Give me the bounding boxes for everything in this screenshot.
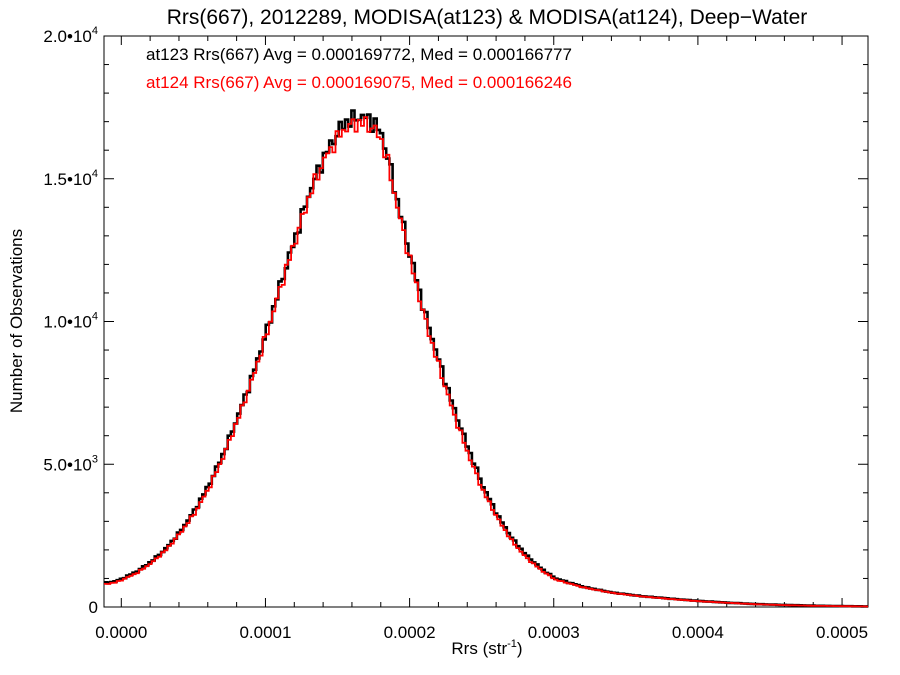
x-tick-label: 0.0000 xyxy=(95,623,147,642)
y-tick-label: 1.0•104 xyxy=(43,311,98,332)
series-line xyxy=(104,116,868,608)
x-tick-label: 0.0005 xyxy=(816,623,868,642)
chart-title: Rrs(667), 2012289, MODISA(at123) & MODIS… xyxy=(167,6,808,29)
x-tick-label: 0.0002 xyxy=(384,623,436,642)
y-tick-label: 5.0•103 xyxy=(43,453,98,474)
x-tick-label: 0.0003 xyxy=(528,623,580,642)
x-tick-labels: 0.0000 0.0001 0.0002 0.0003 0.0004 0.0005 xyxy=(95,623,868,642)
y-tick-label: 0 xyxy=(89,598,98,617)
y-tick-label: 1.5•104 xyxy=(43,168,98,189)
annotation-line: at124 Rrs(667) Avg = 0.000169075, Med = … xyxy=(146,73,572,92)
plot-frame xyxy=(103,35,869,608)
x-tick-label: 0.0001 xyxy=(239,623,291,642)
x-tick-label: 0.0004 xyxy=(672,623,724,642)
series-line xyxy=(104,109,868,608)
annotation-line: at123 Rrs(667) Avg = 0.000169772, Med = … xyxy=(146,45,572,64)
x-axis-label-superscript: -1 xyxy=(507,638,517,650)
x-axis-label: Rrs (str-1) xyxy=(451,638,522,658)
y-tick-labels: 0 5.0•103 1.0•104 1.5•104 2.0•104 xyxy=(43,25,98,617)
y-tick-label: 2.0•104 xyxy=(43,25,98,46)
series-group xyxy=(104,109,868,608)
tick-marks xyxy=(104,35,868,608)
annotation-group: at123 Rrs(667) Avg = 0.000169772, Med = … xyxy=(146,45,572,92)
y-axis-label: Number of Observations xyxy=(7,229,26,413)
